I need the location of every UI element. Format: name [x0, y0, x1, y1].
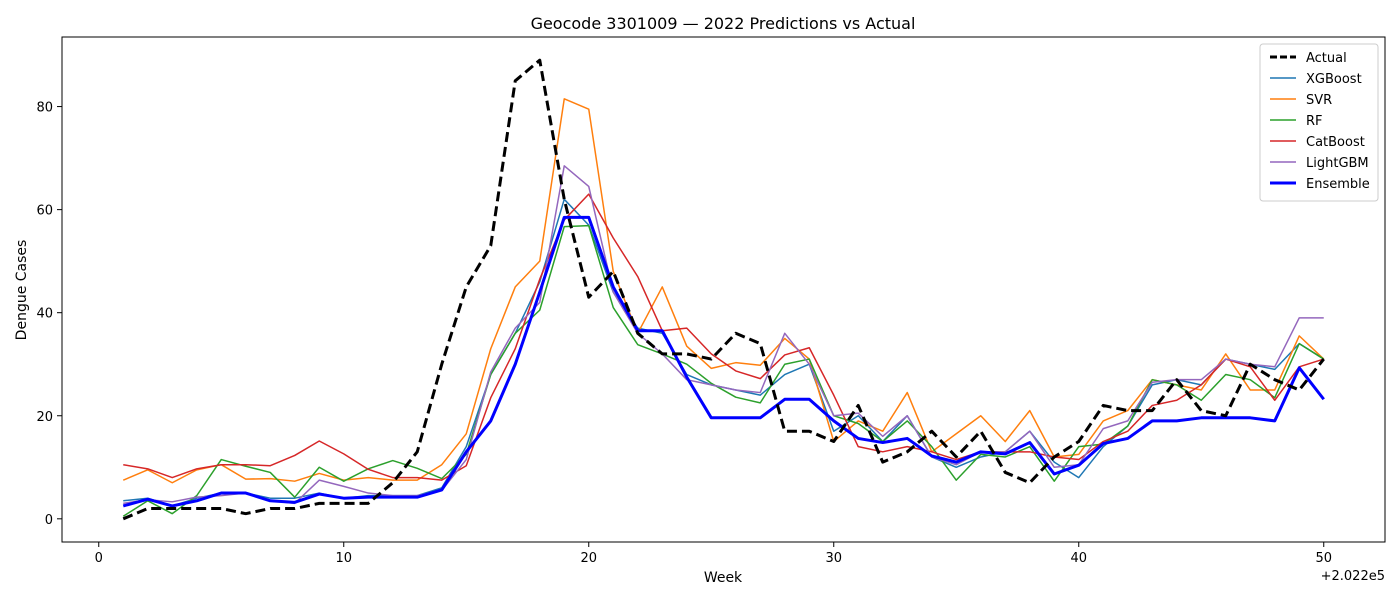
y-tick-label: 0: [45, 513, 53, 528]
x-axis-label: Week: [704, 570, 743, 586]
x-tick-label: 10: [335, 551, 352, 566]
x-tick-label: 20: [580, 551, 597, 566]
x-tick-label: 40: [1070, 551, 1087, 566]
legend-label: RF: [1306, 114, 1323, 129]
y-axis: 0 20 40 60 80: [36, 101, 62, 528]
legend-label: Ensemble: [1306, 177, 1370, 192]
x-tick-label: 30: [825, 551, 842, 566]
chart-title: Geocode 3301009 — 2022 Predictions vs Ac…: [531, 14, 916, 33]
x-axis: 0 10 20 30 40 50: [95, 542, 1332, 566]
legend-label: SVR: [1306, 93, 1332, 108]
legend-label: LightGBM: [1306, 156, 1369, 171]
legend-label: XGBoost: [1306, 72, 1362, 87]
y-tick-label: 20: [36, 410, 53, 425]
y-tick-label: 60: [36, 204, 53, 219]
x-axis-offset-label: +2.022e5: [1321, 569, 1385, 584]
x-tick-label: 50: [1315, 551, 1332, 566]
y-tick-label: 80: [36, 101, 53, 116]
legend-label: CatBoost: [1306, 135, 1365, 150]
series-line-ensemble: [122, 215, 1325, 508]
series-line-catboost: [123, 193, 1324, 481]
x-tick-label: 0: [95, 551, 103, 566]
legend: Actual XGBoost SVR RF CatBoost LightGBM Ensemb…: [1259, 43, 1379, 202]
plot-frame: [61, 36, 1386, 543]
series-line-svr: [122, 98, 1325, 484]
series-line-xgboost: [123, 198, 1325, 507]
plot-lines: [122, 58, 1325, 521]
series-line-lightgbm: [123, 165, 1324, 505]
y-axis-label: Dengue Cases: [14, 240, 30, 341]
legend-label: Actual: [1306, 51, 1347, 66]
series-line-rf: [122, 224, 1325, 517]
y-tick-label: 40: [36, 307, 53, 322]
series-line-actual: [122, 58, 1325, 521]
